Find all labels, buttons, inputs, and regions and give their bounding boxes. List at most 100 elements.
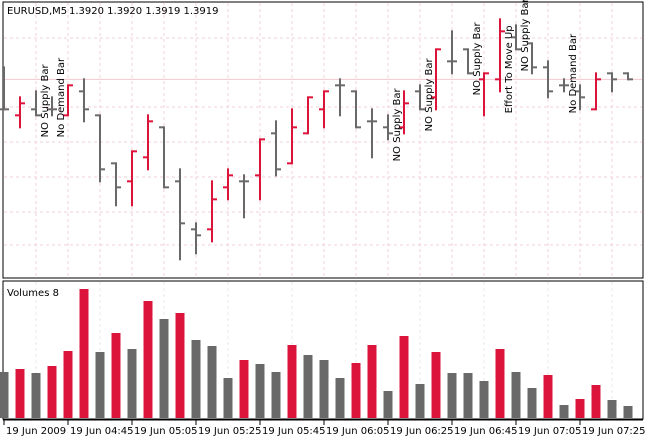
volume-bar [31, 373, 41, 418]
price-bar [607, 72, 617, 93]
price-bar [495, 18, 505, 93]
price-bar [351, 90, 361, 129]
volume-bar [511, 372, 521, 418]
volume-bar [479, 381, 489, 418]
volume-bar [159, 319, 169, 418]
volume-bar [351, 363, 361, 418]
price-bars [0, 18, 633, 261]
time-label: 19 Jun 04:45 [70, 426, 134, 437]
volume-panel-title: Volumes 8 [7, 288, 59, 299]
volume-bar [255, 364, 265, 418]
volume-bar [463, 373, 473, 418]
volume-bar [175, 313, 185, 418]
volume-bar [319, 360, 329, 418]
price-bar [79, 78, 89, 123]
signal-label: NO Supply Bar [392, 88, 403, 162]
price-bar [335, 78, 345, 117]
ohlc-readout: 1.3920 1.3920 1.3919 1.3919 [69, 6, 219, 17]
price-bar [479, 72, 489, 117]
price-bar [543, 60, 553, 99]
price-bar [63, 84, 73, 117]
signal-label: NO Supply Bar [40, 64, 51, 138]
volume-bar [239, 360, 249, 418]
volume-bar [47, 366, 57, 418]
volume-bar [303, 355, 313, 418]
time-label: 19 Jun 2009 [6, 426, 66, 437]
annotations: NO Supply Bar No Demand Bar NO Supply Bar N… [40, 0, 579, 161]
volume-bar [15, 369, 25, 418]
volume-bar [527, 388, 537, 418]
volume-bar [95, 352, 105, 418]
price-bar [239, 174, 249, 219]
volume-bar [111, 333, 121, 418]
price-bar [319, 90, 329, 129]
price-bar [399, 90, 409, 135]
price-bar [447, 30, 457, 75]
price-bar [127, 150, 137, 207]
volume-bar [447, 373, 457, 418]
volume-bar [591, 385, 601, 418]
volume-bar [287, 345, 297, 418]
time-label: 19 Jun 07:05 [518, 426, 582, 437]
volume-bar [63, 351, 73, 418]
volume-bar [607, 400, 617, 418]
volume-bar [79, 289, 89, 418]
time-label: 19 Jun 06:05 [326, 426, 390, 437]
price-bar [0, 66, 9, 111]
volume-bar [543, 375, 553, 418]
price-bar [527, 42, 537, 75]
price-bar [223, 168, 233, 201]
price-bar [255, 138, 265, 201]
price-bar [111, 162, 121, 207]
time-label: 19 Jun 05:05 [134, 426, 198, 437]
price-bar [591, 72, 601, 111]
time-axis: 19 Jun 2009 19 Jun 04:45 19 Jun 05:05 19 Ju… [3, 419, 646, 437]
time-label: 19 Jun 06:45 [454, 426, 518, 437]
volume-bar [367, 345, 377, 418]
price-bar [463, 48, 473, 75]
volume-bar [383, 391, 393, 418]
price-bar [415, 84, 425, 111]
price-bar [159, 126, 169, 189]
price-bar [15, 96, 25, 129]
time-label: 19 Jun 06:25 [390, 426, 454, 437]
symbol-timeframe: EURUSD,M5 [7, 6, 67, 17]
price-bar [207, 180, 217, 243]
price-panel[interactable] [2, 1, 644, 279]
volume-bar [623, 406, 633, 418]
price-bar [271, 120, 281, 177]
signal-label: NO Supply Bar [520, 0, 531, 71]
price-bar [303, 96, 313, 135]
time-label: 19 Jun 05:45 [262, 426, 326, 437]
price-bar [383, 114, 393, 141]
price-bar [31, 90, 41, 117]
volume-bar [207, 346, 217, 418]
price-bar [175, 168, 185, 261]
price-bar [559, 78, 569, 93]
volume-bar [575, 399, 585, 418]
signal-label: NO Supply Bar [424, 58, 435, 132]
volume-bar [191, 340, 201, 418]
volume-bar [431, 352, 441, 418]
signal-label: Effort To Move Up [504, 25, 515, 113]
volume-bar [143, 301, 153, 418]
price-bar [623, 72, 633, 81]
volume-bars [0, 289, 633, 418]
volume-bar [559, 405, 569, 418]
signal-label: No Demand Bar [568, 33, 579, 113]
price-bar [367, 108, 377, 159]
price-bar [431, 48, 441, 111]
volume-bar [127, 349, 137, 418]
price-bar [191, 222, 201, 255]
volume-bar [415, 384, 425, 418]
time-label: 19 Jun 05:25 [198, 426, 262, 437]
price-bar [143, 114, 153, 171]
price-bar [95, 114, 105, 183]
price-bar [511, 24, 521, 51]
volume-bar [335, 378, 345, 418]
signal-label: NO Supply Bar [472, 22, 483, 96]
time-label: 19 Jun 07:25 [582, 426, 646, 437]
volume-bar [399, 336, 409, 418]
volume-bar [0, 372, 9, 418]
